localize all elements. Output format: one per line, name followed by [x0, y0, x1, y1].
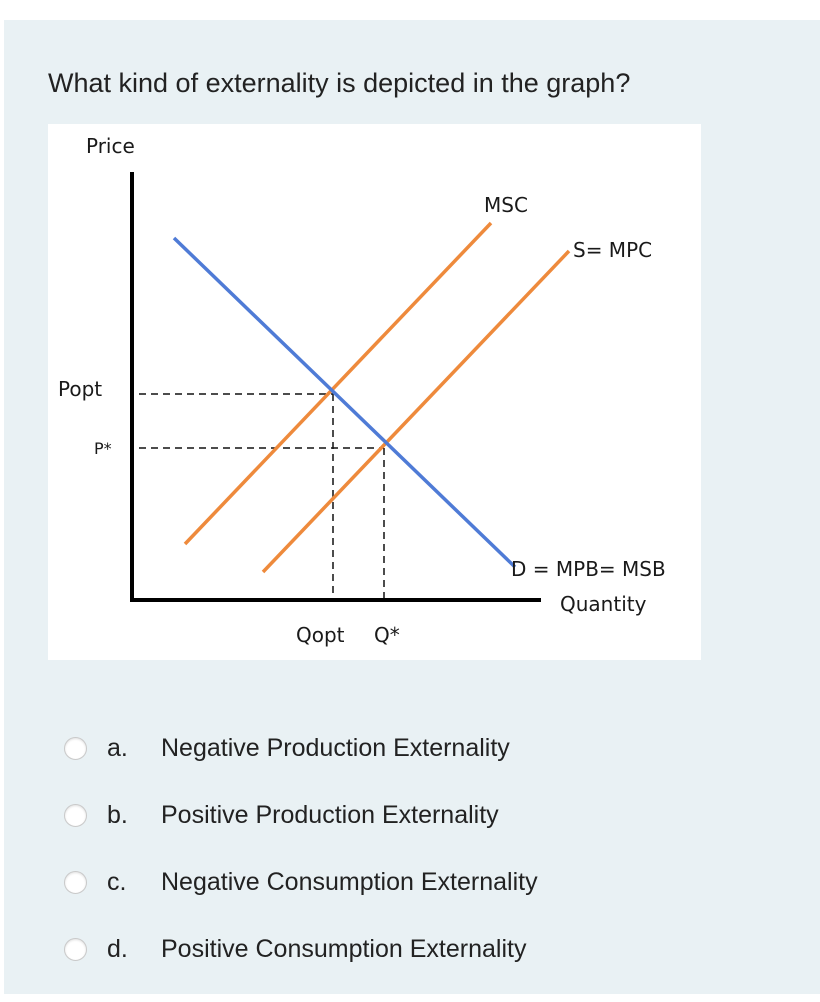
option-letter: c. — [107, 868, 127, 896]
demand-curve — [172, 236, 517, 569]
answer-options: a. Negative Production Externality b. Po… — [64, 715, 538, 983]
option-c[interactable]: c. Negative Consumption Externality — [64, 849, 538, 916]
option-b[interactable]: b. Positive Production Externality — [64, 782, 538, 849]
y-axis-label: Price — [86, 134, 135, 158]
externality-graph: Price MSC S= MPC Popt P* D = MPB= MSB Qu… — [48, 124, 701, 660]
radio-button[interactable] — [64, 938, 87, 961]
question-card: What kind of externality is depicted in … — [4, 20, 820, 994]
option-text: Positive Consumption Externality — [161, 935, 527, 963]
option-letter: d. — [107, 935, 128, 963]
option-d[interactable]: d. Positive Consumption Externality — [64, 916, 538, 983]
pstar-label: P* — [94, 439, 112, 458]
radio-button[interactable] — [64, 804, 87, 827]
graph-svg: Price MSC S= MPC Popt P* D = MPB= MSB Qu… — [58, 134, 666, 647]
option-text: Negative Consumption Externality — [161, 868, 538, 896]
qopt-label: Qopt — [296, 623, 345, 647]
supply-curve — [261, 249, 571, 574]
demand-label: D = MPB= MSB — [511, 557, 666, 581]
option-letter: a. — [107, 734, 128, 762]
option-text: Negative Production Externality — [161, 734, 510, 762]
x-axis-label: Quantity — [560, 592, 647, 616]
radio-button[interactable] — [64, 737, 87, 760]
qstar-label: Q* — [374, 623, 400, 647]
radio-button[interactable] — [64, 871, 87, 894]
option-letter: b. — [107, 801, 128, 829]
msc-curve — [183, 221, 493, 546]
question-text: What kind of externality is depicted in … — [48, 68, 631, 98]
supply-label: S= MPC — [573, 238, 652, 262]
popt-label: Popt — [58, 377, 102, 401]
option-a[interactable]: a. Negative Production Externality — [64, 715, 538, 782]
option-text: Positive Production Externality — [161, 801, 499, 829]
msc-label: MSC — [484, 193, 528, 217]
